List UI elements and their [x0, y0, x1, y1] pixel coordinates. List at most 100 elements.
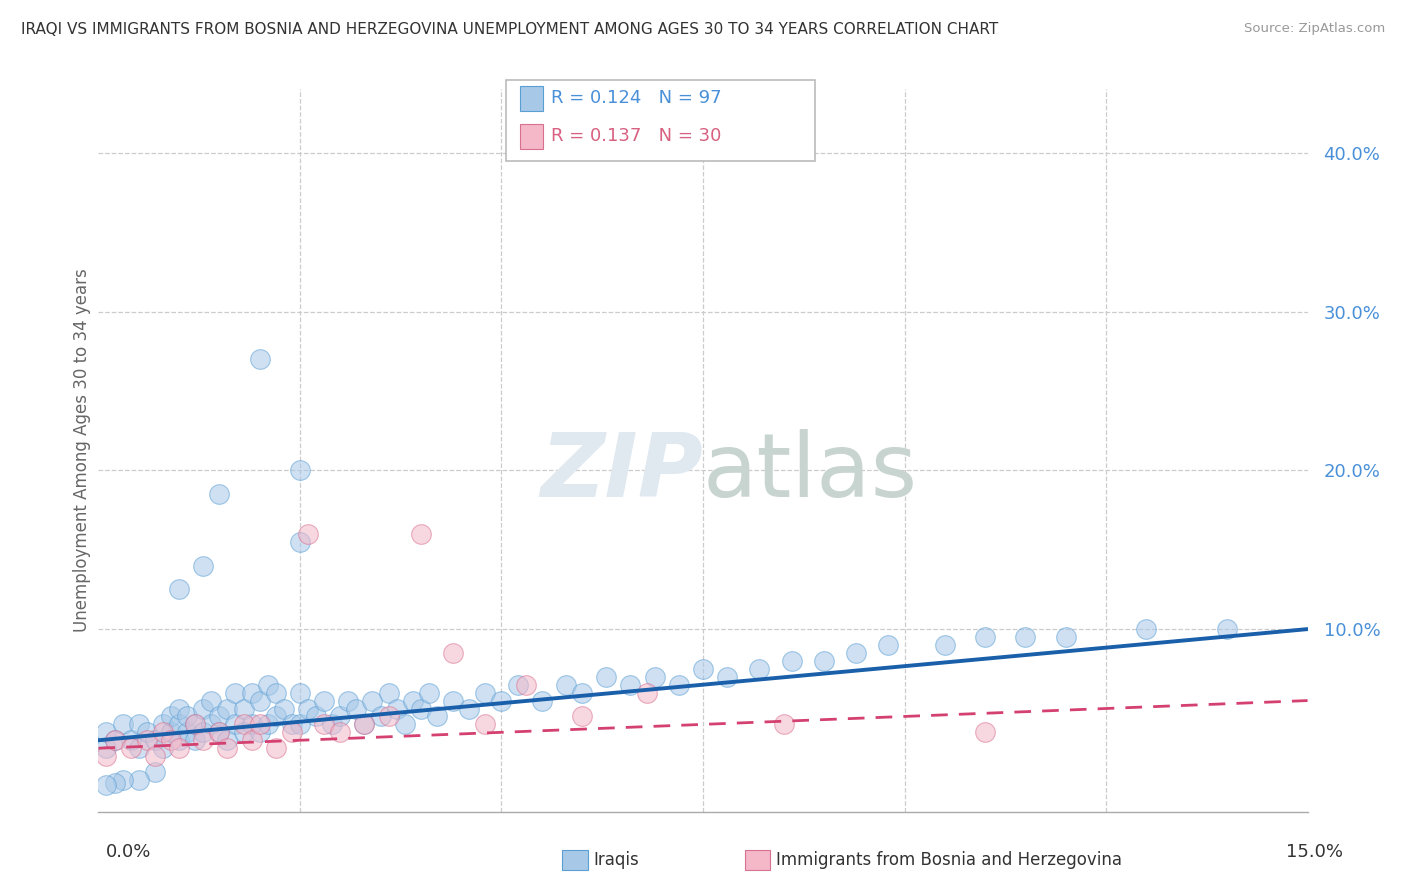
Point [361, 693, 384, 707]
Text: atlas: atlas [703, 429, 918, 516]
Point [314, 717, 336, 731]
Point [595, 670, 617, 684]
Point [1054, 630, 1077, 644]
Point [184, 717, 207, 731]
Point [160, 725, 183, 739]
Text: 0.0%: 0.0% [105, 843, 150, 861]
Point [232, 725, 254, 739]
Point [297, 526, 319, 541]
Point [418, 685, 440, 699]
Point [135, 725, 157, 739]
Point [103, 733, 125, 747]
Point [193, 558, 215, 573]
Point [571, 685, 593, 699]
Point [224, 717, 246, 731]
Point [288, 685, 311, 699]
Point [193, 733, 215, 747]
Point [152, 725, 174, 739]
Point [441, 646, 464, 660]
Point [249, 352, 271, 367]
Point [377, 685, 399, 699]
Point [128, 741, 150, 756]
Point [249, 717, 271, 731]
Point [232, 717, 254, 731]
Point [530, 693, 553, 707]
Point [264, 741, 287, 756]
Point [256, 717, 278, 731]
Point [160, 709, 183, 723]
Point [1216, 622, 1239, 636]
Point [458, 701, 481, 715]
Point [160, 733, 183, 747]
Point [128, 717, 150, 731]
Point [240, 733, 263, 747]
Point [772, 717, 794, 731]
Point [441, 693, 464, 707]
Point [974, 630, 997, 644]
Point [111, 717, 134, 731]
Point [329, 725, 352, 739]
Point [200, 717, 222, 731]
Point [208, 725, 231, 739]
Point [217, 741, 239, 756]
Point [377, 709, 399, 723]
Point [297, 701, 319, 715]
Point [474, 685, 496, 699]
Point [143, 764, 166, 779]
Point [974, 725, 997, 739]
Point [402, 693, 425, 707]
Point [103, 776, 125, 790]
Point [491, 693, 513, 707]
Point [571, 709, 593, 723]
Point [249, 693, 271, 707]
Point [288, 534, 311, 549]
Point [184, 733, 207, 747]
Point [337, 693, 360, 707]
Point [1135, 622, 1157, 636]
Text: IRAQI VS IMMIGRANTS FROM BOSNIA AND HERZEGOVINA UNEMPLOYMENT AMONG AGES 30 TO 34: IRAQI VS IMMIGRANTS FROM BOSNIA AND HERZ… [21, 22, 998, 37]
Text: Immigrants from Bosnia and Herzegovina: Immigrants from Bosnia and Herzegovina [776, 851, 1122, 869]
Point [515, 678, 537, 692]
Point [152, 741, 174, 756]
Point [506, 678, 529, 692]
Point [353, 717, 375, 731]
Point [353, 717, 375, 731]
Point [217, 733, 239, 747]
Point [111, 772, 134, 787]
Point [208, 709, 231, 723]
Point [217, 701, 239, 715]
Point [120, 733, 142, 747]
Point [240, 717, 263, 731]
Point [409, 701, 432, 715]
Point [426, 709, 449, 723]
Point [877, 638, 900, 652]
Point [321, 717, 343, 731]
Point [120, 741, 142, 756]
Point [474, 717, 496, 731]
Point [184, 717, 207, 731]
Point [780, 654, 803, 668]
Text: R = 0.137   N = 30: R = 0.137 N = 30 [551, 127, 721, 145]
Point [256, 678, 278, 692]
Point [208, 487, 231, 501]
Point [281, 717, 304, 731]
Point [167, 582, 190, 597]
Point [96, 741, 118, 756]
Text: ZIP: ZIP [540, 429, 703, 516]
Point [232, 701, 254, 715]
Point [845, 646, 868, 660]
Point [314, 693, 336, 707]
Point [143, 733, 166, 747]
Point [200, 693, 222, 707]
Point [193, 701, 215, 715]
Point [264, 709, 287, 723]
Y-axis label: Unemployment Among Ages 30 to 34 years: Unemployment Among Ages 30 to 34 years [73, 268, 91, 632]
Point [96, 778, 118, 792]
Point [394, 717, 416, 731]
Point [668, 678, 690, 692]
Point [934, 638, 956, 652]
Point [1014, 630, 1036, 644]
Point [288, 717, 311, 731]
Point [167, 701, 190, 715]
Point [208, 725, 231, 739]
